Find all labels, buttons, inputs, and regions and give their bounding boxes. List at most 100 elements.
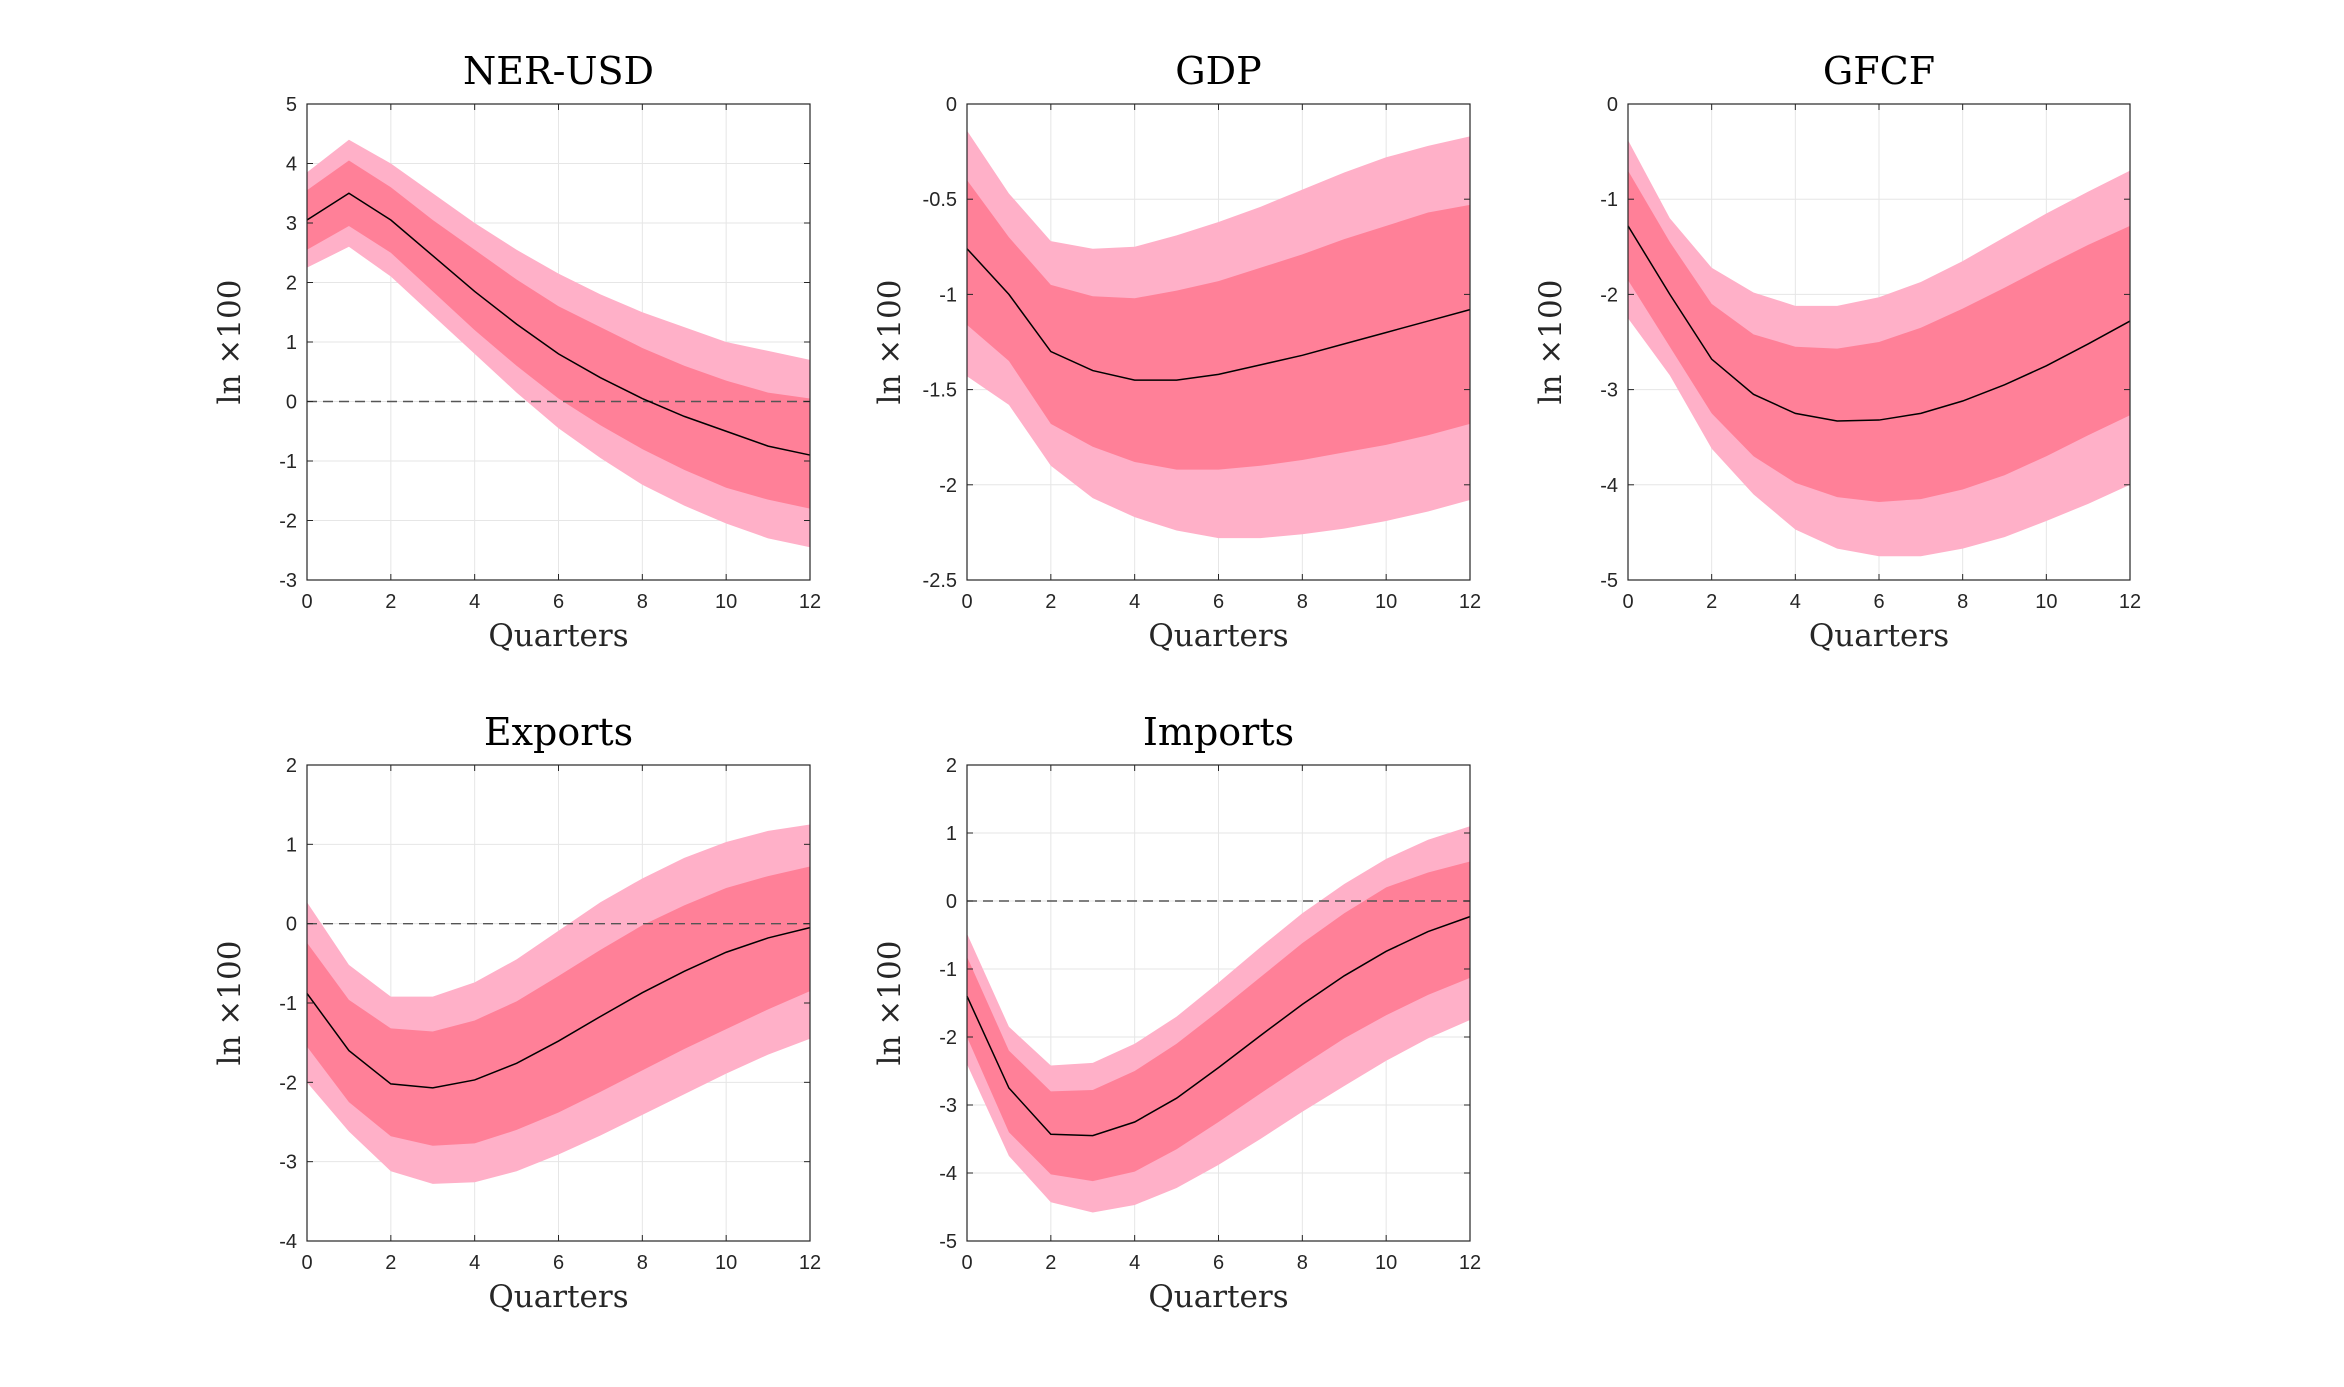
x-tick-label: 8 — [1957, 591, 1968, 613]
x-tick-label: 2 — [1045, 591, 1056, 613]
panel-imports: 0 2 4 6 8 10 12-5-4-3-2-1012ImportsQuartersln … — [872, 710, 1481, 1315]
y-tick-label: -5 — [1600, 570, 1618, 592]
x-tick-label: 12 — [799, 1252, 821, 1274]
y-axis-label: ln ×100 — [872, 941, 908, 1066]
x-tick-label: 8 — [1297, 591, 1308, 613]
y-axis-label: ln ×100 — [212, 280, 248, 405]
x-axis-label: Quarters — [1148, 618, 1288, 654]
x-tick-label: 10 — [715, 1252, 737, 1274]
y-tick-label: 2 — [286, 755, 297, 777]
y-axis-label: ln ×100 — [212, 941, 248, 1066]
y-tick-label: -2 — [279, 511, 297, 533]
x-tick-label: 6 — [1213, 1252, 1224, 1274]
y-tick-label: -2 — [939, 1027, 957, 1049]
y-tick-label: 1 — [946, 823, 957, 845]
median-response-line — [1627, 225, 2131, 422]
y-tick-label: -2 — [939, 475, 957, 497]
x-tick-label: 0 — [301, 591, 312, 613]
panel-title: GDP — [1175, 49, 1261, 93]
panel-gdp: 0 2 4 6 8 10 12 -2.5 -2 -1.5 -1 -0.5 0 GDP Quarters ln … — [872, 49, 1481, 654]
y-tick-label: 0 — [946, 94, 957, 116]
y-tick-label: -1 — [1600, 189, 1618, 211]
x-tick-label: 6 — [1873, 591, 1884, 613]
x-tick-label: 4 — [1129, 1252, 1140, 1274]
y-tick-label: -1.5 — [923, 380, 957, 402]
y-tick-label: 0 — [946, 891, 957, 913]
y-tick-label: -4 — [279, 1231, 297, 1253]
confidence-band-inner — [967, 180, 1470, 470]
y-tick-label: -3 — [939, 1095, 957, 1117]
y-tick-label: 1 — [286, 332, 297, 354]
x-tick-label: 0 — [961, 1252, 972, 1274]
panel-title: NER-USD — [463, 49, 654, 93]
x-tick-label: 10 — [715, 591, 737, 613]
x-tick-label: 10 — [1375, 1252, 1397, 1274]
x-tick-label: 10 — [1375, 591, 1397, 613]
y-tick-label: -5 — [939, 1231, 957, 1253]
x-tick-label: 10 — [2035, 591, 2057, 613]
x-tick-label: 0 — [1622, 591, 1633, 613]
median-response-line — [306, 192, 811, 456]
x-tick-label: 0 — [961, 591, 972, 613]
panel-title: GFCF — [1823, 49, 1935, 93]
x-tick-label: 4 — [1790, 591, 1801, 613]
median-response-line — [966, 248, 1471, 381]
y-tick-label: 5 — [286, 94, 297, 116]
y-axis-label: ln ×100 — [872, 280, 908, 405]
y-tick-label: -2 — [1600, 284, 1618, 306]
x-tick-label: 12 — [2119, 591, 2141, 613]
x-tick-label: 2 — [1045, 1252, 1056, 1274]
x-tick-label: 12 — [1459, 1252, 1481, 1274]
confidence-band-inner — [1628, 170, 2130, 502]
y-tick-label: 1 — [286, 834, 297, 856]
y-tick-label: 2 — [946, 755, 957, 777]
y-tick-label: -1 — [279, 451, 297, 473]
y-tick-label: -3 — [279, 570, 297, 592]
x-tick-label: 2 — [385, 1252, 396, 1274]
y-tick-label: 3 — [286, 213, 297, 235]
x-tick-label: 4 — [469, 591, 480, 613]
median-response-line — [306, 926, 811, 1089]
y-tick-label: -3 — [1600, 380, 1618, 402]
x-tick-label: 6 — [553, 1252, 564, 1274]
confidence-band-inner — [307, 160, 810, 509]
y-tick-label: 0 — [1607, 94, 1618, 116]
x-tick-label: 8 — [637, 591, 648, 613]
y-tick-label: -2.5 — [923, 570, 957, 592]
confidence-band-inner — [307, 866, 810, 1146]
y-tick-label: 4 — [286, 154, 297, 176]
panel-title: Imports — [1143, 710, 1294, 754]
x-tick-label: 8 — [1297, 1252, 1308, 1274]
y-tick-label: 0 — [286, 914, 297, 936]
y-tick-label: -4 — [1600, 475, 1618, 497]
y-tick-label: 0 — [286, 392, 297, 414]
x-tick-label: 2 — [1706, 591, 1717, 613]
y-tick-label: -1 — [939, 959, 957, 981]
x-axis-label: Quarters — [1809, 618, 1949, 654]
x-tick-label: 6 — [1213, 591, 1224, 613]
y-tick-label: -3 — [279, 1152, 297, 1174]
x-tick-label: 12 — [799, 591, 821, 613]
x-tick-label: 6 — [553, 591, 564, 613]
panel-title: Exports — [484, 710, 633, 754]
y-tick-label: -1 — [279, 993, 297, 1015]
x-tick-label: 4 — [469, 1252, 480, 1274]
y-tick-label: 2 — [286, 273, 297, 295]
x-tick-label: 0 — [301, 1252, 312, 1274]
y-tick-label: -0.5 — [923, 189, 957, 211]
x-tick-label: 2 — [385, 591, 396, 613]
y-tick-label: -1 — [939, 284, 957, 306]
x-tick-label: 4 — [1129, 591, 1140, 613]
x-axis-label: Quarters — [488, 618, 628, 654]
x-axis-label: Quarters — [488, 1279, 628, 1315]
confidence-band-inner — [967, 861, 1470, 1182]
y-tick-label: -2 — [279, 1072, 297, 1094]
x-tick-label: 8 — [637, 1252, 648, 1274]
y-axis-label: ln ×100 — [1533, 280, 1569, 405]
y-tick-label: -4 — [939, 1163, 957, 1185]
x-tick-label: 12 — [1459, 591, 1481, 613]
